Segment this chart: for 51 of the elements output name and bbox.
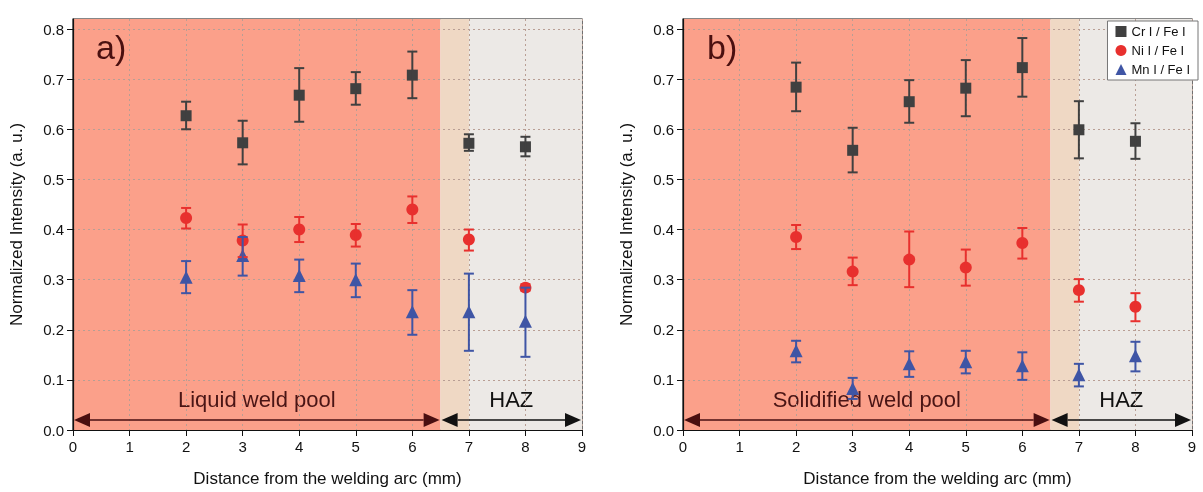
band-label: Solidified weld pool xyxy=(772,386,961,412)
x-tick-label: 7 xyxy=(464,438,474,455)
x-axis-title: Distance from the welding arc (mm) xyxy=(803,469,1072,488)
y-tick-label: 0.4 xyxy=(43,221,64,239)
y-tick-label: 0.5 xyxy=(653,170,674,188)
y-tick-label: 0.7 xyxy=(653,70,674,88)
y-tick-label: 0.8 xyxy=(653,20,674,38)
x-tick-label: 4 xyxy=(905,438,914,455)
annotation: a) xyxy=(96,28,127,66)
x-tick-label: 8 xyxy=(1131,438,1140,455)
x-tick-label: 7 xyxy=(1074,438,1084,455)
y-tick-label: 0.2 xyxy=(653,321,674,339)
y-tick-label: 0.3 xyxy=(653,271,674,289)
x-tick-label: 8 xyxy=(521,438,530,455)
y-tick-label: 0.6 xyxy=(43,120,64,138)
x-tick-label: 3 xyxy=(238,438,247,455)
legend-label: Cr I / Fe I xyxy=(1131,24,1186,39)
band-label: HAZ xyxy=(1099,386,1144,412)
y-tick-label: 0.0 xyxy=(43,421,64,439)
y-tick-label: 0.8 xyxy=(43,20,64,38)
x-tick-label: 6 xyxy=(1018,438,1027,455)
x-tick-label: 2 xyxy=(181,438,191,455)
y-axis-title: Normalized Intensity (a. u.) xyxy=(617,122,636,327)
y-tick-label: 0.0 xyxy=(653,421,674,439)
x-tick-label: 2 xyxy=(791,438,801,455)
y-tick-label: 0.1 xyxy=(43,371,64,389)
x-tick-label: 1 xyxy=(125,438,134,455)
x-tick-label: 1 xyxy=(735,438,744,455)
y-tick-label: 0.7 xyxy=(43,70,64,88)
x-tick-label: 3 xyxy=(848,438,857,455)
y-tick-label: 0.6 xyxy=(653,120,674,138)
x-tick-label: 4 xyxy=(295,438,304,455)
x-tick-label: 0 xyxy=(68,438,78,455)
y-tick-label: 0.3 xyxy=(43,271,64,289)
y-tick-label: 0.5 xyxy=(43,170,64,188)
legend-label: Mn I / Fe I xyxy=(1131,62,1190,77)
y-tick-label: 0.2 xyxy=(43,321,64,339)
y-axis-title: Normalized Intensity (a. u.) xyxy=(7,122,26,327)
x-axis-title: Distance from the welding arc (mm) xyxy=(193,469,462,488)
band-label: HAZ xyxy=(489,386,534,412)
x-tick-label: 5 xyxy=(961,438,970,455)
x-tick-label: 9 xyxy=(1187,438,1197,455)
x-tick-label: 6 xyxy=(408,438,417,455)
x-tick-label: 5 xyxy=(351,438,360,455)
y-tick-label: 0.1 xyxy=(653,371,674,389)
legend-label: Ni I / Fe I xyxy=(1131,43,1185,58)
x-tick-label: 0 xyxy=(678,438,688,455)
band-label: Liquid weld pool xyxy=(177,386,336,412)
annotation: b) xyxy=(707,28,738,66)
y-tick-label: 0.4 xyxy=(653,221,674,239)
x-tick-label: 9 xyxy=(577,438,587,455)
